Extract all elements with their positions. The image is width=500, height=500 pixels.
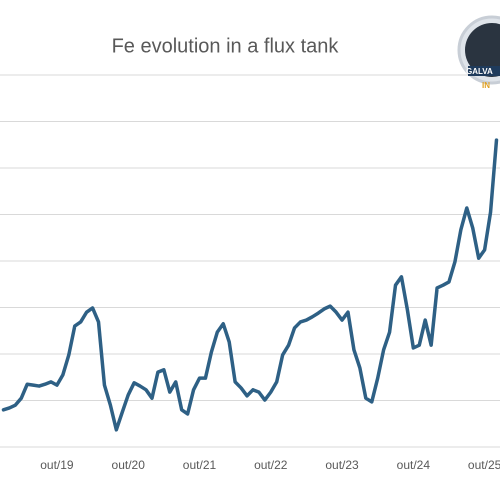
x-tick-label: out/25 xyxy=(468,458,500,472)
x-tick-label: out/23 xyxy=(325,458,359,472)
x-tick-label: out/20 xyxy=(112,458,146,472)
logo-text: IN xyxy=(482,81,490,90)
x-tick-label: out/22 xyxy=(254,458,288,472)
x-tick-label: out/21 xyxy=(183,458,217,472)
logo-text: GALVA xyxy=(466,67,493,76)
logo: GALVA IN xyxy=(457,15,500,90)
logo-band xyxy=(468,66,500,76)
data-line xyxy=(1,138,499,432)
chart-title: Fe evolution in a flux tank xyxy=(112,35,340,57)
logo-disc xyxy=(465,23,500,77)
x-tick-label: out/24 xyxy=(397,458,431,472)
x-tick-label: out/19 xyxy=(40,458,74,472)
